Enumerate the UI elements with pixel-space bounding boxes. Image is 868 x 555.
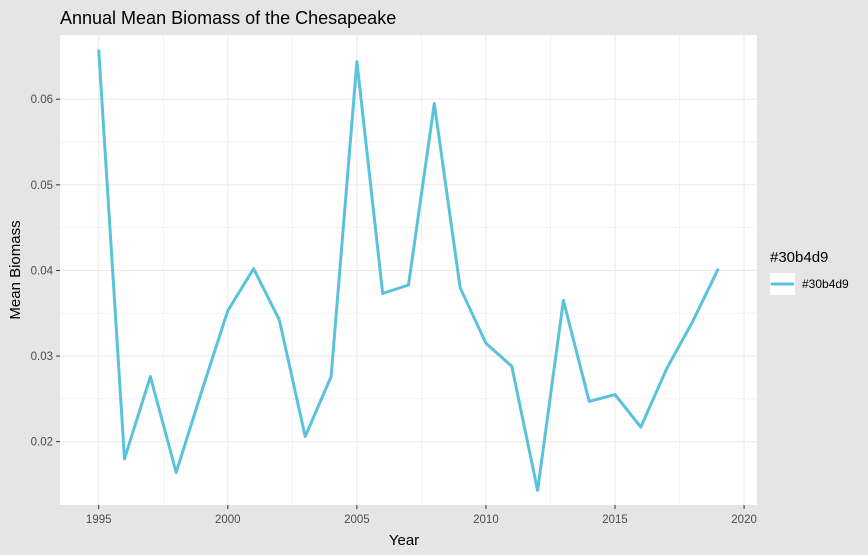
x-tick-label: 2020 bbox=[731, 514, 757, 526]
legend: #30b4d9 #30b4d9 bbox=[770, 249, 849, 295]
axis-ticks: 1995 2000 2005 2010 2015 2020 0.02 0.03 0.04 0.05… bbox=[31, 94, 757, 526]
y-tick-label: 0.03 bbox=[31, 351, 53, 363]
chart-title: Annual Mean Biomass of the Chesapeake bbox=[60, 8, 396, 28]
y-tick-label: 0.05 bbox=[31, 180, 53, 192]
x-tick-label: 2005 bbox=[344, 514, 370, 526]
series-layer bbox=[97, 49, 720, 492]
legend-title: #30b4d9 bbox=[770, 249, 828, 266]
y-axis-title: Mean Biomass bbox=[7, 220, 24, 319]
y-tick-label: 0.04 bbox=[31, 265, 54, 277]
grid-lines bbox=[60, 35, 757, 505]
x-tick-label: 2015 bbox=[602, 514, 628, 526]
y-tick-label: 0.02 bbox=[31, 437, 53, 449]
x-tick-label: 2010 bbox=[473, 514, 499, 526]
series-line bbox=[97, 49, 720, 492]
x-tick-label: 1995 bbox=[86, 514, 112, 526]
x-axis-title: Year bbox=[389, 532, 419, 549]
legend-entry-label: #30b4d9 bbox=[802, 277, 849, 291]
x-tick-label: 2000 bbox=[215, 514, 241, 526]
y-tick-label: 0.06 bbox=[31, 94, 53, 106]
